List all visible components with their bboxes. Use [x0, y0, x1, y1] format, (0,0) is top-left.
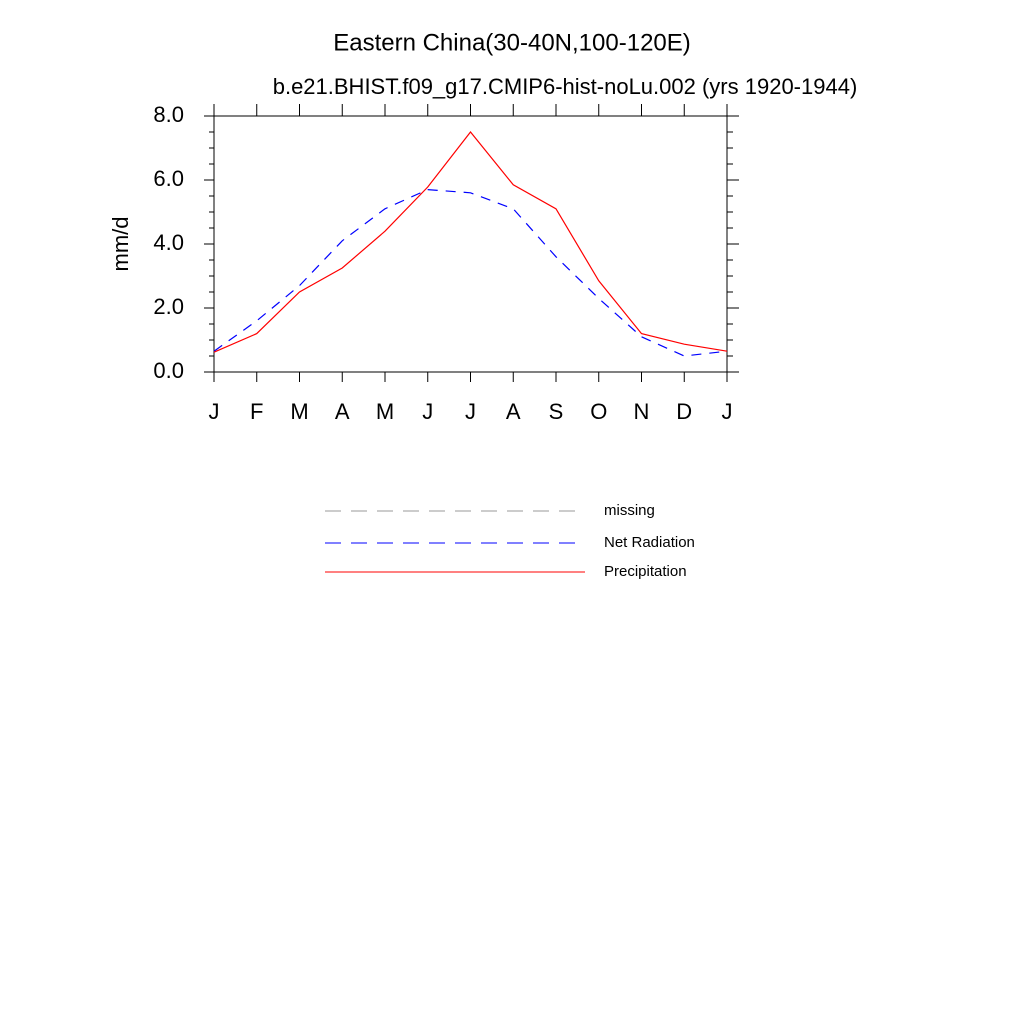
y-tick-label: 2.0 [153, 294, 184, 319]
series-line [213, 188, 728, 357]
x-tick-label: F [250, 399, 263, 424]
x-tick-label: A [506, 399, 521, 424]
y-tick-label: 4.0 [153, 230, 184, 255]
x-tick-label: O [590, 399, 607, 424]
x-tick-label: J [209, 399, 220, 424]
plot-frame [213, 115, 728, 373]
legend-label: Net Radiation [604, 534, 695, 551]
y-tick-label: 0.0 [153, 358, 184, 383]
legend-label: missing [604, 502, 655, 519]
x-tick-label: J [422, 399, 433, 424]
y-axis-label: mm/d [108, 217, 133, 272]
y-tick-label: 8.0 [153, 102, 184, 127]
y-tick-label: 6.0 [153, 166, 184, 191]
x-tick-label: N [634, 399, 650, 424]
x-tick-label: M [290, 399, 308, 424]
chart-title: Eastern China(30-40N,100-120E) [333, 29, 691, 56]
x-tick-label: A [335, 399, 350, 424]
x-tick-label: S [549, 399, 564, 424]
legend-label: Precipitation [604, 563, 687, 580]
x-tick-label: J [465, 399, 476, 424]
x-tick-label: M [376, 399, 394, 424]
x-tick-label: J [722, 399, 733, 424]
chart-subtitle: b.e21.BHIST.f09_g17.CMIP6-hist-noLu.002 … [273, 74, 858, 99]
x-tick-label: D [676, 399, 692, 424]
series-line [213, 131, 728, 353]
